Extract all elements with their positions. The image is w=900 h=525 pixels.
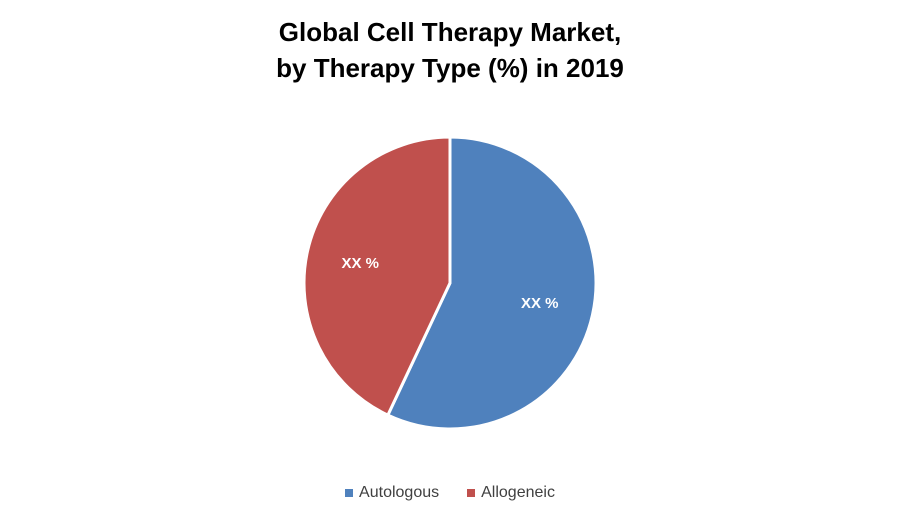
legend-item-allogeneic: Allogeneic xyxy=(467,484,555,502)
pie-slices xyxy=(302,135,598,431)
legend: Autologous Allogeneic xyxy=(0,484,900,502)
legend-label-autologous: Autologous xyxy=(359,484,440,501)
data-label-autologous: XX % xyxy=(521,295,559,312)
pie-slice-allogeneic xyxy=(302,135,452,417)
chart-title-line-2: by Therapy Type (%) in 2019 xyxy=(276,53,624,83)
legend-swatch-allogeneic xyxy=(467,489,476,497)
pie-data-labels: XX % XX % xyxy=(341,255,558,312)
chart-title: Global Cell Therapy Market, by Therapy T… xyxy=(0,14,900,86)
legend-item-autologous: Autologous xyxy=(345,484,439,502)
pie-slice-autologous xyxy=(386,135,598,431)
legend-label-allogeneic: Allogeneic xyxy=(481,484,555,501)
chart-title-line-1: Global Cell Therapy Market, xyxy=(278,17,622,47)
legend-swatch-autologous xyxy=(345,489,354,497)
data-label-allogeneic: XX % xyxy=(341,255,379,272)
